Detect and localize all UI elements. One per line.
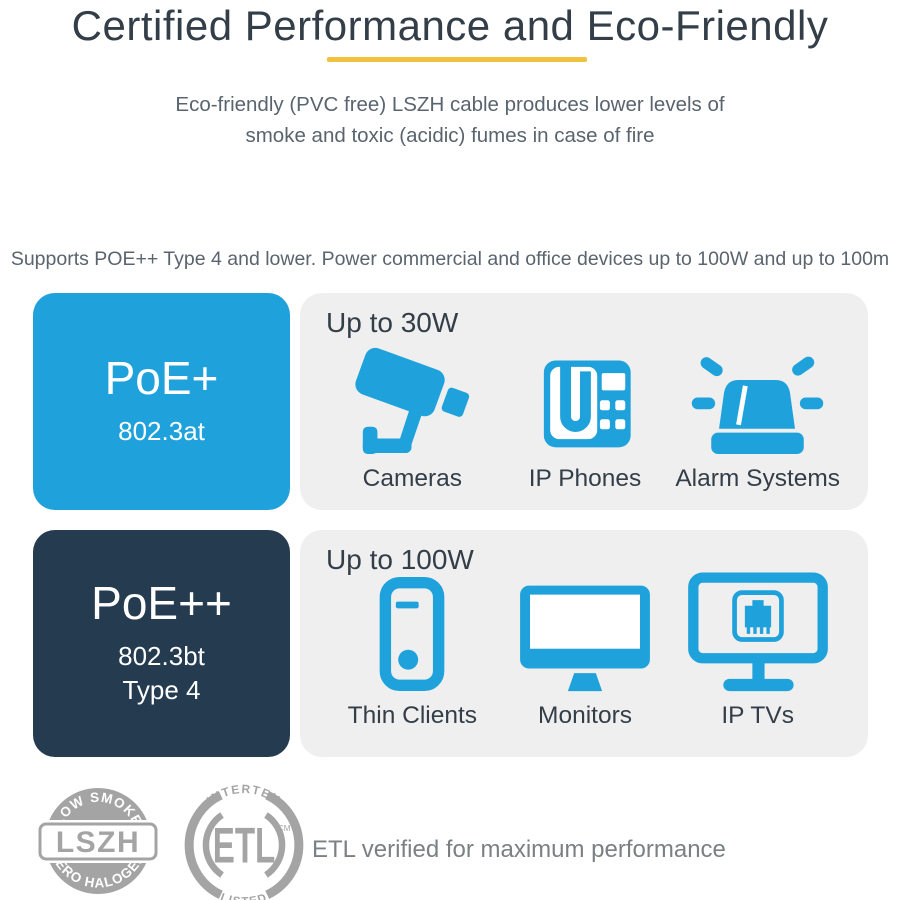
device-label: IP TVs	[721, 702, 794, 729]
device-row-1: Cameras IP Phones	[326, 341, 844, 493]
device-thin-clients: Thin Clients	[326, 576, 499, 730]
poe-plus-panel: Up to 30W Cameras	[300, 293, 868, 510]
power-heading-30w: Up to 30W	[326, 307, 459, 338]
etl-badge: INTERTEK LISTED ETL CM	[184, 782, 304, 900]
standard-line-1: 802.3bt	[118, 640, 205, 671]
ip-phone-icon	[533, 341, 637, 455]
svg-text:LISTED: LISTED	[219, 892, 270, 900]
alarm-icon	[690, 341, 825, 455]
poe-plus-title: PoE+	[104, 351, 219, 404]
poe-plus-standard: 802.3at	[118, 415, 205, 446]
etl-cm-text: CM	[278, 824, 291, 833]
poe-plus-plus-panel: Up to 100W Thin Clients	[300, 530, 868, 757]
poe-plus-plus-standard: 802.3bt Type 4	[118, 640, 205, 708]
etl-center-text: ETL	[213, 818, 276, 873]
poe-plus-plus-title: PoE++	[91, 576, 232, 629]
subtitle: Eco-friendly (PVC free) LSZH cable produ…	[0, 90, 900, 152]
device-label: Cameras	[362, 465, 463, 492]
page-title: Certified Performance and Eco-Friendly	[71, 2, 829, 49]
device-monitors: Monitors	[499, 578, 672, 730]
device-ip-phones: IP Phones	[499, 341, 672, 493]
standard-line-2: Type 4	[122, 674, 201, 705]
subtitle-line-2: smoke and toxic (acidic) fumes in case o…	[245, 123, 655, 147]
device-row-2: Thin Clients Monitors	[326, 572, 844, 730]
device-label: Thin Clients	[347, 702, 478, 729]
etl-note: ETL verified for maximum performance	[312, 836, 726, 863]
etl-bottom-text: LISTED	[219, 892, 268, 900]
lszh-center-text: LSZH	[56, 826, 140, 859]
device-cameras: Cameras	[326, 341, 499, 493]
camera-icon	[350, 341, 474, 455]
thin-client-icon	[375, 576, 449, 692]
title-divider	[327, 57, 587, 62]
device-label: Monitors	[538, 702, 632, 729]
poe-plus-badge: PoE+ 802.3at	[33, 293, 290, 510]
power-heading-100w: Up to 100W	[326, 544, 474, 575]
poe-plus-plus-badge: PoE++ 802.3bt Type 4	[33, 530, 290, 757]
device-label: Alarm Systems	[675, 465, 841, 492]
device-label: IP Phones	[528, 465, 642, 492]
ip-tv-icon	[683, 572, 833, 692]
intro-text: Supports POE++ Type 4 and lower. Power c…	[10, 248, 890, 270]
device-ip-tvs: IP TVs	[671, 572, 844, 730]
device-alarm-systems: Alarm Systems	[671, 341, 844, 493]
subtitle-line-1: Eco-friendly (PVC free) LSZH cable produ…	[175, 93, 725, 116]
monitor-icon	[510, 578, 660, 692]
